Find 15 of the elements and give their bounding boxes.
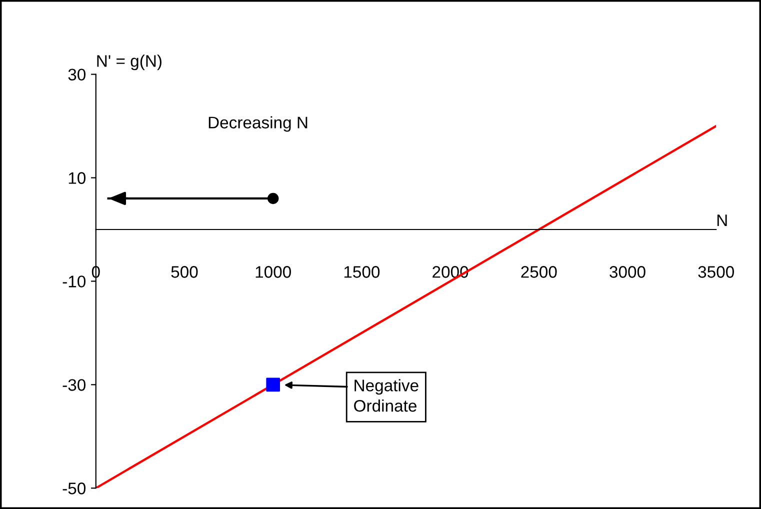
y-tick-label: -10 [62, 276, 86, 288]
annotation: Decreasing N [208, 116, 308, 132]
x-tick-label: 500 [171, 266, 198, 278]
x-tick-label: 3500 [698, 266, 734, 278]
x-axis-title: N [717, 214, 727, 226]
x-tick-label: 3000 [610, 266, 646, 278]
annotation: Negative Ordinate [354, 379, 418, 412]
y-tick-label: 30 [68, 68, 86, 81]
x-tick-label: 2500 [521, 266, 557, 278]
x-tick-label: 1000 [256, 266, 291, 278]
y-tick-label: -50 [62, 482, 86, 494]
y-axis-title: N' = g(N) [97, 54, 162, 70]
y-tick-label: -30 [62, 379, 86, 391]
y-tick-label: 10 [68, 172, 86, 184]
x-tick-label: 1500 [344, 266, 380, 278]
